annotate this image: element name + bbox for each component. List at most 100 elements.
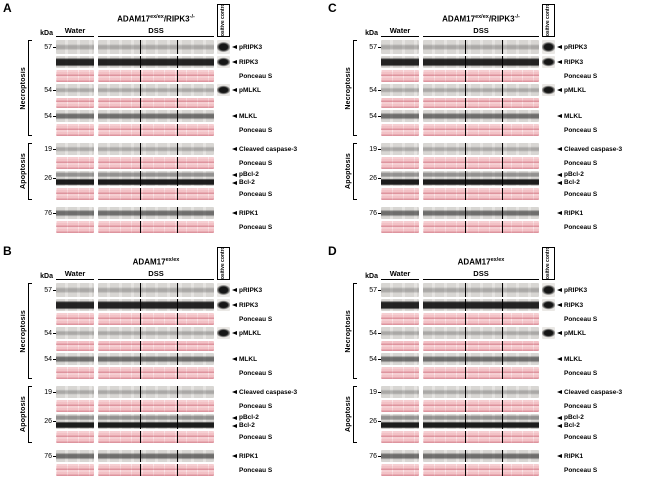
label-line: pRIPK3 (557, 44, 587, 51)
left-arrow-icon (232, 390, 237, 394)
blot-row (357, 98, 648, 108)
section-necroptosis: Necroptosis 57 pRIPK3 RIPK3 Ponceau S 54 pMLKL… (11, 40, 323, 136)
dss-lane-strip (98, 283, 214, 297)
label-line: Ponceau S (232, 467, 272, 474)
kda-marker-value: 54 (44, 329, 52, 337)
splice-divider (501, 124, 503, 136)
dss-lane-strip (98, 188, 214, 200)
kda-marker: 57 (357, 44, 381, 51)
splice-divider (139, 414, 141, 429)
kda-marker-tick (378, 391, 381, 393)
blot-row: 19 Cleaved caspase-3 (357, 143, 648, 155)
kda-marker-tick (53, 115, 56, 117)
splice-divider (176, 450, 178, 462)
kda-marker-tick (53, 289, 56, 291)
dss-column-header: ADAM17ex/ex DSS (98, 257, 214, 280)
kda-marker: 19 (32, 146, 56, 153)
label-line: Ponceau S (232, 370, 272, 377)
left-arrow-icon (557, 211, 562, 215)
water-lane-strip (381, 327, 419, 339)
splice-divider (501, 221, 503, 233)
positive-control-header: Positive control (542, 247, 555, 280)
panel-title-segment: ex/ex (165, 257, 180, 264)
blot-row: 19 Cleaved caspase-3 (357, 386, 648, 398)
panel-title-segment: ex/ex (150, 14, 164, 21)
section-other: 76 RIPK1 Ponceau S (11, 207, 323, 233)
water-lane-strip (381, 313, 419, 325)
splice-divider (176, 207, 178, 219)
dss-lane-strip (423, 353, 539, 365)
kda-marker: 26 (32, 175, 56, 182)
dss-label: DSS (98, 26, 214, 37)
left-arrow-icon (232, 172, 237, 177)
sections: Necroptosis 57 pRIPK3 RIPK3 Ponceau S 54 pMLKL… (336, 40, 648, 233)
row-label: Ponceau S (232, 316, 272, 323)
panel-title-segment: ADAM17 (457, 258, 491, 267)
water-lane-strip (381, 124, 419, 136)
band-label: pRIPK3 (564, 286, 588, 294)
positive-control-header: Positive control (217, 247, 230, 280)
kda-marker-value: 76 (44, 209, 52, 217)
label-line: Ponceau S (557, 127, 597, 134)
splice-divider (139, 386, 141, 398)
label-line: pRIPK3 (557, 287, 587, 294)
row-label: Ponceau S (232, 224, 272, 231)
water-column-header: Water (381, 269, 419, 280)
section-other: 76 RIPK1 Ponceau S (11, 450, 323, 476)
dss-lane-strip (98, 40, 214, 54)
kda-marker-value: 54 (44, 112, 52, 120)
water-lane-strip (56, 313, 94, 325)
kda-unit-label: kDa (365, 273, 378, 280)
blot-row: 26 pBcl-2 Bcl-2 (357, 171, 648, 186)
splice-divider (139, 110, 141, 122)
band-label: Ponceau S (239, 72, 273, 80)
left-arrow-icon (232, 60, 237, 64)
kda-marker: 19 (32, 389, 56, 396)
dss-lane-strip (423, 98, 539, 108)
splice-divider (139, 313, 141, 325)
dss-lane-strip (423, 327, 539, 339)
panel-title: ADAM17ex/ex (423, 257, 539, 267)
blot-row: 19 Cleaved caspase-3 (32, 143, 323, 155)
kda-marker-value: 26 (369, 418, 377, 425)
label-line: MLKL (557, 113, 582, 120)
section-necroptosis: Necroptosis 57 pRIPK3 RIPK3 Ponceau S 54 pMLKL… (11, 283, 323, 379)
blot-row: Ponceau S (357, 157, 648, 169)
label-line: Bcl-2 (232, 179, 255, 186)
section-bracket (28, 283, 32, 379)
rows: 19 Cleaved caspase-3 Ponceau S 26 pBcl-2 Bcl-… (32, 386, 323, 443)
blot-row: Ponceau S (32, 313, 323, 325)
kda-marker-tick (53, 148, 56, 150)
dss-lane-strip (98, 157, 214, 169)
panel-body: kDa Water ADAM17ex/ex DSS Positive control Ne… (336, 246, 648, 476)
splice-divider (176, 283, 178, 297)
kda-marker-value: 54 (44, 86, 52, 94)
kda-marker: 76 (357, 210, 381, 217)
kda-marker: 76 (32, 453, 56, 460)
water-lane-strip (56, 124, 94, 136)
row-label: Ponceau S (232, 434, 272, 441)
label-line: Ponceau S (232, 191, 272, 198)
band-label: RIPK3 (564, 58, 584, 66)
row-label: Cleaved caspase-3 (232, 146, 297, 153)
section-other: 76 RIPK1 Ponceau S (336, 207, 648, 233)
left-arrow-icon (557, 60, 562, 64)
blot-row: Ponceau S (357, 70, 648, 82)
blot-row: 54 pMLKL (357, 84, 648, 96)
water-lane-strip (56, 157, 94, 169)
splice-divider (139, 367, 141, 379)
blot-row: 57 pRIPK3 (32, 40, 323, 54)
band-label: Ponceau S (564, 369, 598, 377)
band-label: Ponceau S (239, 159, 273, 167)
blot-row: 57 pRIPK3 (32, 283, 323, 297)
dss-lane-strip (423, 431, 539, 443)
label-line: pBcl-2 (557, 171, 584, 178)
sections: Necroptosis 57 pRIPK3 RIPK3 Ponceau S 54 pMLKL… (11, 40, 323, 233)
kda-marker-tick (53, 455, 56, 457)
left-arrow-icon (232, 147, 237, 151)
kda-marker-value: 54 (369, 112, 377, 120)
splice-divider (139, 341, 141, 351)
